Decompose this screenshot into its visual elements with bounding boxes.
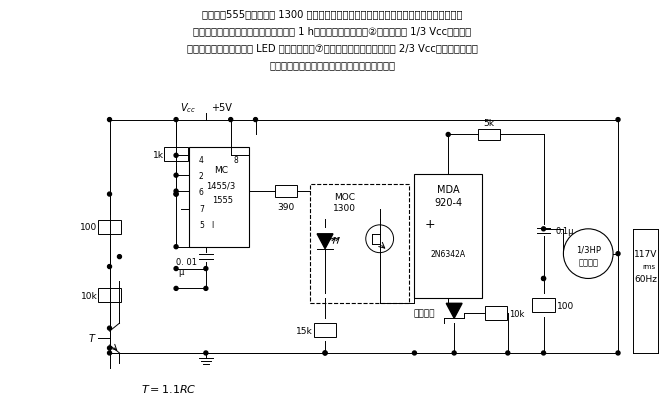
Circle shape (108, 118, 112, 122)
Text: 8: 8 (234, 156, 238, 164)
Circle shape (323, 351, 327, 355)
Text: 1455/3: 1455/3 (206, 181, 236, 190)
Text: 1300: 1300 (333, 204, 357, 213)
Text: MDA: MDA (437, 185, 459, 195)
Circle shape (323, 351, 327, 355)
Text: 1555: 1555 (212, 195, 233, 204)
Circle shape (616, 118, 620, 122)
Circle shape (108, 265, 112, 269)
Text: 100: 100 (80, 223, 98, 232)
Polygon shape (446, 304, 462, 318)
Text: 15k: 15k (296, 326, 313, 335)
Text: 5: 5 (199, 221, 204, 230)
Circle shape (108, 193, 112, 196)
Circle shape (108, 351, 112, 355)
Circle shape (542, 227, 546, 231)
Text: 60Hz: 60Hz (634, 274, 657, 283)
Text: μ: μ (179, 267, 184, 276)
Text: 100: 100 (556, 301, 574, 310)
Bar (310, 185, 410, 304)
Text: 117V: 117V (634, 249, 657, 258)
Polygon shape (317, 234, 333, 249)
Circle shape (616, 252, 620, 256)
Text: 将定时器555、光隔离器 1300 和桥式触发三端双向可控硅开关组合起来，在控制开关短时: 将定时器555、光隔离器 1300 和桥式触发三端双向可控硅开关组合起来，在控制… (202, 9, 462, 19)
Text: 4: 4 (199, 156, 204, 164)
Text: 1/3HP: 1/3HP (576, 245, 601, 254)
Circle shape (174, 245, 178, 249)
Circle shape (174, 287, 178, 291)
Bar (485, 307, 507, 320)
Text: 920-4: 920-4 (434, 198, 462, 207)
Text: 2N6342A: 2N6342A (431, 249, 465, 258)
Circle shape (254, 118, 258, 122)
Text: T: T (89, 333, 95, 343)
Text: 为高电平；当输出恢复到低电平时，马达关掉。: 为高电平；当输出恢复到低电平时，马达关掉。 (269, 60, 395, 70)
Text: 1k: 1k (153, 150, 164, 160)
Circle shape (174, 267, 178, 271)
Text: +5V: +5V (211, 102, 232, 112)
Text: +: + (424, 218, 435, 231)
Text: 390: 390 (278, 203, 295, 212)
Text: 10k: 10k (81, 291, 98, 300)
Text: 按下后使交流马达或者其它装置通电达 1 h。开关闭合后定时器②的电压降至 1/3 Vcc以下，使: 按下后使交流马达或者其它装置通电达 1 h。开关闭合后定时器②的电压降至 1/3… (193, 26, 471, 36)
Text: 5k: 5k (483, 119, 495, 128)
Circle shape (542, 351, 546, 355)
Circle shape (174, 193, 178, 196)
Text: 7: 7 (199, 205, 204, 214)
Circle shape (174, 190, 178, 194)
Text: $T=1.1RC$: $T=1.1RC$ (141, 382, 197, 394)
Bar (314, 323, 336, 337)
Bar (98, 289, 122, 303)
Bar (164, 148, 188, 162)
Bar (276, 185, 297, 198)
Text: 2: 2 (199, 171, 204, 180)
Circle shape (412, 351, 416, 355)
Text: 定时器输出变高，从而使 LED 导通。同时，⑦的电容开始充电，充电充到 2/3 Vcc以前，输出仍然: 定时器输出变高，从而使 LED 导通。同时，⑦的电容开始充电，充电充到 2/3 … (187, 43, 477, 53)
Circle shape (174, 193, 178, 196)
Circle shape (118, 255, 122, 259)
Circle shape (542, 277, 546, 281)
Circle shape (108, 326, 112, 330)
Text: $V_{cc}$: $V_{cc}$ (180, 100, 196, 114)
Circle shape (204, 287, 208, 291)
Text: 0. 01: 0. 01 (175, 258, 197, 266)
Bar (189, 148, 248, 247)
Circle shape (452, 351, 456, 355)
Bar (414, 175, 482, 298)
Text: 6: 6 (199, 187, 204, 196)
Circle shape (542, 277, 546, 281)
Circle shape (616, 351, 620, 355)
Text: 10k: 10k (509, 309, 524, 318)
Circle shape (174, 118, 178, 122)
Circle shape (204, 351, 208, 355)
Circle shape (228, 118, 232, 122)
Text: 0.1μ: 0.1μ (556, 227, 574, 236)
Circle shape (446, 133, 450, 137)
Circle shape (174, 154, 178, 158)
Circle shape (108, 346, 112, 350)
Text: 交流马达: 交流马达 (578, 258, 598, 266)
Bar (98, 220, 122, 234)
Circle shape (174, 174, 178, 178)
Bar (532, 298, 556, 313)
Circle shape (204, 267, 208, 271)
Text: MOC: MOC (335, 192, 355, 201)
Text: rms: rms (642, 263, 655, 269)
Text: 二极管桥: 二极管桥 (414, 309, 435, 318)
Text: MC: MC (214, 165, 228, 174)
Text: I: I (211, 221, 213, 230)
Bar (478, 129, 500, 141)
Circle shape (506, 351, 510, 355)
